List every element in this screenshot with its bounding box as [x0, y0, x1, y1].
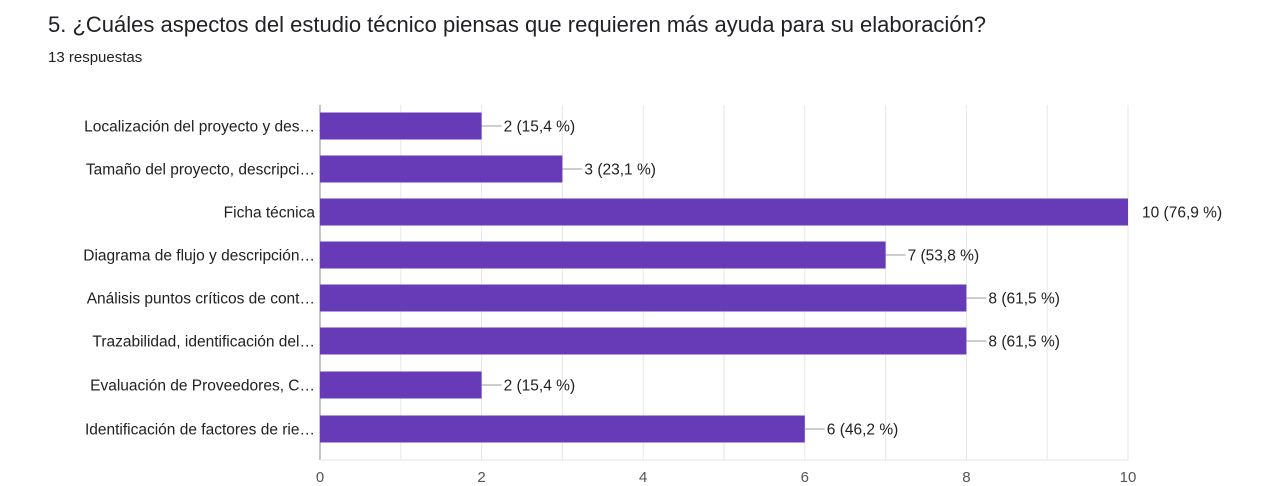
category-label: Análisis puntos críticos de cont…: [87, 291, 315, 308]
category-label: Evaluación de Proveedores, C…: [90, 378, 315, 395]
data-label: 2 (15,4 %): [504, 119, 576, 136]
question-title: 5. ¿Cuáles aspectos del estudio técnico …: [48, 12, 987, 37]
x-tick-label: 0: [316, 469, 324, 486]
data-label: 10 (76,9 %): [1142, 205, 1222, 222]
x-tick-label: 2: [477, 469, 485, 486]
data-label: 7 (53,8 %): [908, 248, 980, 265]
bars: [320, 112, 1128, 443]
bar[interactable]: [320, 155, 563, 183]
labels: 0 2 4 6 8 10 Localización del proyecto y des… 2…: [83, 119, 1222, 486]
response-count: 13 respuestas: [48, 49, 143, 66]
data-label: 8 (61,5 %): [988, 334, 1060, 351]
bar[interactable]: [320, 284, 967, 312]
data-label: 3 (23,1 %): [584, 162, 656, 179]
x-tick-label: 6: [801, 469, 809, 486]
bar[interactable]: [320, 241, 886, 269]
data-label: 2 (15,4 %): [504, 378, 576, 395]
category-label: Diagrama de flujo y descripción…: [83, 248, 315, 265]
gridlines: [319, 105, 1129, 461]
category-label: Identificación de factores de rie…: [85, 422, 315, 439]
x-tick-label: 8: [962, 469, 970, 486]
category-label: Localización del proyecto y des…: [84, 119, 315, 136]
data-label: 6 (46,2 %): [827, 422, 899, 439]
x-tick-label: 10: [1120, 469, 1137, 486]
category-label: Tamaño del proyecto, descripci…: [86, 162, 315, 179]
x-tick-label: 4: [639, 469, 647, 486]
category-label: Trazabilidad, identificación del…: [92, 334, 315, 351]
bar[interactable]: [320, 327, 967, 355]
bar[interactable]: [320, 112, 482, 140]
bar[interactable]: [320, 198, 1128, 226]
bar[interactable]: [320, 371, 482, 399]
bar[interactable]: [320, 415, 805, 443]
category-label: Ficha técnica: [224, 205, 316, 222]
data-label: 8 (61,5 %): [988, 291, 1060, 308]
